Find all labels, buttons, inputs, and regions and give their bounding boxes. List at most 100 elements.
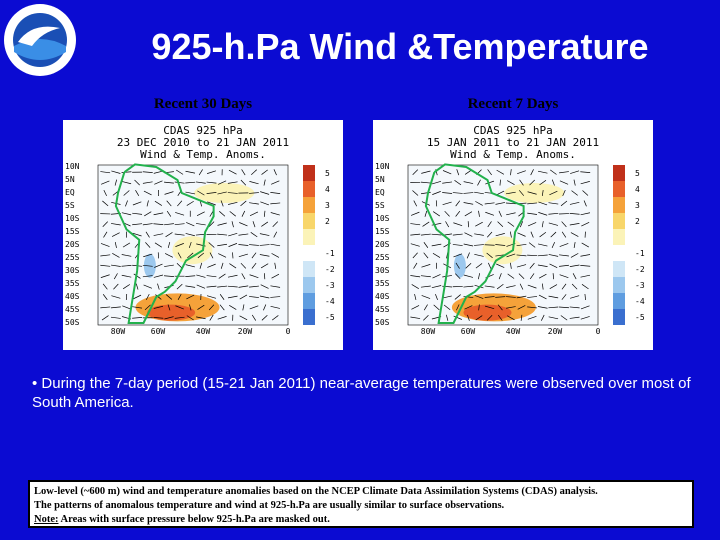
wind-arrow [537,243,548,247]
wind-arrow [177,200,183,207]
wind-arrow [153,317,164,319]
wind-arrow [463,192,474,194]
wind-arrow [496,169,505,175]
wind-arrow [165,294,173,300]
wind-arrow [195,223,206,226]
warm-anomaly [147,304,196,321]
wind-arrow [423,252,429,259]
wind-arrow [197,304,205,310]
wind-arrow [220,200,224,207]
wind-arrow [516,243,527,247]
wind-arrow [153,274,164,278]
wind-arrow [486,231,493,238]
wind-arrow [420,275,431,278]
wind-arrow [209,210,214,217]
wind-arrow [270,296,281,298]
wind-arrow [559,274,569,279]
wind-arrow [217,222,227,226]
lon-label: 20W [548,327,563,336]
wind-arrow [495,244,506,246]
wind-arrow [102,200,109,207]
wind-arrow [475,221,483,227]
wind-arrow [474,244,484,246]
wind-arrow [452,192,463,194]
wind-arrow [219,211,226,217]
wind-arrow [154,180,163,185]
wind-arrow [552,273,555,280]
wind-arrow [196,211,205,217]
wind-arrow [261,169,268,175]
lat-label: 25S [375,253,390,262]
wind-arrow [455,210,461,217]
colorbar-label: 3 [325,201,330,210]
lat-label: 50S [375,318,390,327]
wind-arrow [249,305,259,310]
wind-arrow [110,316,121,319]
wind-arrow [263,210,266,217]
wind-arrow [132,201,142,206]
wind-arrow [153,223,164,225]
lat-label: 30S [375,266,390,275]
wind-arrow [549,284,558,289]
wind-arrow [516,295,527,299]
wind-arrow [560,315,568,321]
wind-arrow [186,222,195,227]
wind-arrow [527,284,537,289]
wind-arrow [217,191,227,195]
map-header: Wind & Temp. Anoms. [450,148,576,161]
wind-arrow [484,202,495,205]
wind-arrow [541,283,544,290]
wind-arrow [186,200,194,206]
wind-arrow [249,274,259,278]
wind-arrow [497,221,504,227]
lon-label: 40W [196,327,211,336]
lat-label: 45S [65,305,80,314]
colorbar-label: -5 [635,313,645,322]
colorbar-cell [303,245,315,261]
wind-arrow [478,210,480,217]
wind-arrow [217,180,227,185]
wind-arrow [240,179,247,186]
wind-arrow [100,180,110,185]
wind-arrow [516,254,527,257]
wind-arrow [259,244,270,246]
wind-arrow [580,254,591,257]
colorbar-cell [613,277,625,293]
wind-arrow [517,232,526,237]
wind-arrow [527,315,537,320]
wind-arrow [446,314,449,321]
colorbar-label: -1 [635,249,645,258]
colorbar-cell [613,213,625,229]
wind-arrow [164,253,174,258]
wind-arrow [516,264,527,268]
wind-arrow [114,179,117,186]
colorbar-cell [303,213,315,229]
wind-arrow [498,273,502,280]
wind-arrow [486,252,493,259]
map-header: 15 JAN 2011 to 21 JAN 2011 [427,136,599,149]
wind-arrow [506,253,516,258]
wind-arrow [238,285,249,288]
wind-arrow [240,262,247,269]
wind-arrow [188,241,192,249]
lat-label: 40S [375,292,390,301]
wind-arrow [581,222,590,227]
wind-arrow [485,305,495,310]
wind-arrow [539,231,547,238]
wind-arrow [241,169,246,176]
wind-arrow [559,264,569,267]
wind-arrow [241,210,246,217]
wind-arrow [142,171,153,173]
map-label: Recent 7 Days [467,96,559,112]
wind-arrow [227,192,238,194]
wind-arrow [189,304,192,311]
colorbar-cell [613,181,625,197]
wind-arrow [100,243,110,247]
wind-arrow [517,170,526,175]
wind-arrow [125,200,128,207]
wind-arrow [548,306,559,309]
wind-arrow [549,263,558,269]
wind-arrow [101,315,109,321]
wind-arrow [166,200,172,207]
wind-arrow [423,314,429,321]
